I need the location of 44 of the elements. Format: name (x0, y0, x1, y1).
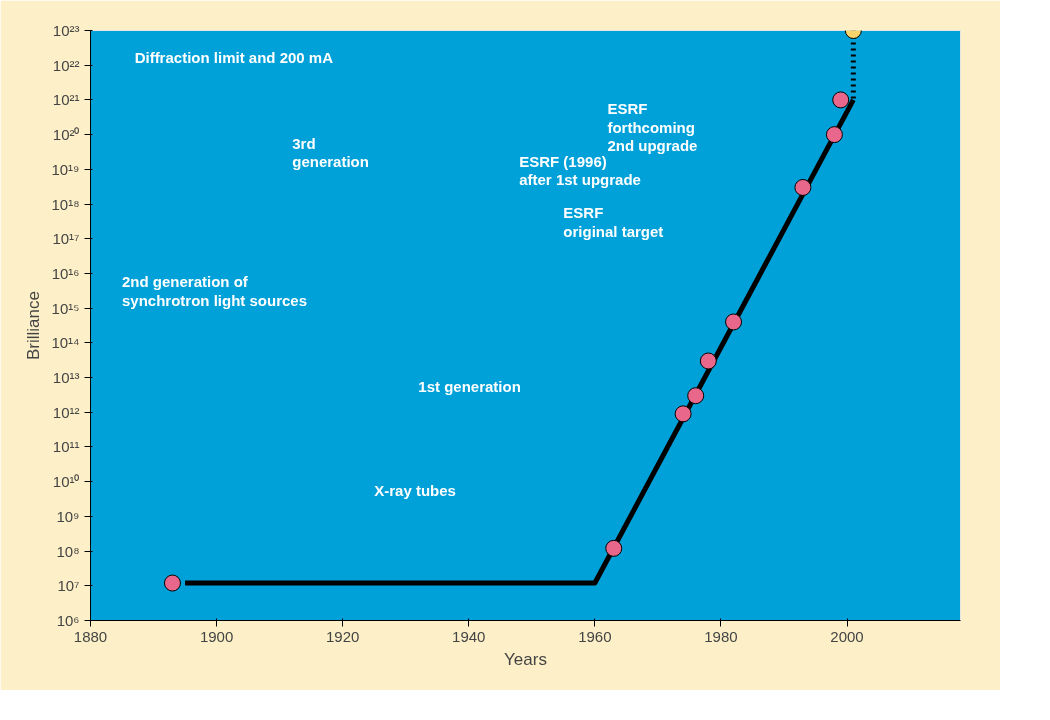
annotation: ESRF (1996) after 1st upgrade (519, 152, 641, 189)
annotation: 3rd generation (292, 134, 369, 171)
point (674, 405, 692, 423)
point (699, 352, 717, 370)
point (163, 574, 181, 592)
x-tick-label: 1980 (704, 627, 738, 645)
annotation: 1st generation (418, 377, 521, 395)
point (832, 91, 850, 109)
y-tick-label: 10²¹ (52, 91, 80, 109)
y-tick-label: 10⁸ (56, 542, 80, 560)
x-tick-label: 1960 (578, 627, 612, 645)
x-tick-label: 1900 (199, 627, 234, 645)
y-tick-label: 10¹² (52, 403, 80, 421)
x-tick-label: 1880 (73, 627, 108, 645)
y-tick-label: 10²² (52, 56, 80, 74)
point (794, 178, 812, 196)
annotation: X-ray tubes (374, 481, 456, 499)
y-tick-label: 10¹⁷ (52, 230, 80, 248)
x-tick-label: 1920 (325, 627, 360, 645)
x-axis-title: Years (504, 649, 547, 669)
annotation: Diffraction limit and 200 mA (134, 48, 334, 66)
annotation: ESRF forthcoming 2nd upgrade (607, 99, 698, 155)
y-tick-label: 10¹⁸ (51, 195, 80, 213)
annotation: 2nd generation of synchrotron light sources (122, 273, 308, 310)
y-tick-label: 10¹³ (52, 369, 80, 387)
y-tick-label: 10¹¹ (52, 438, 80, 456)
y-tick-label: 10⁹ (56, 507, 80, 525)
x-tick-label: 2000 (830, 627, 864, 645)
y-tick-label: 10²³ (52, 22, 80, 39)
y-axis-title: Brilliance (24, 291, 44, 360)
y-tick-label: 10¹⁹ (51, 160, 80, 178)
y-tick-label: 10⁷ (57, 577, 80, 595)
point (725, 313, 743, 331)
x-tick-label: 1940 (452, 627, 486, 645)
y-tick-label: 10¹⁵ (51, 299, 80, 317)
y-tick-label: 10¹⁶ (51, 264, 80, 282)
y-tick-label: 10²⁰ (52, 126, 80, 144)
y-tick-label: 10⁶ (56, 612, 80, 629)
point (825, 126, 843, 144)
y-tick-label: 10¹⁴ (51, 334, 80, 352)
annotation: ESRF original target (563, 204, 664, 240)
y-tick-label: 10¹⁰ (52, 473, 80, 491)
point (687, 387, 705, 405)
point (605, 539, 623, 557)
